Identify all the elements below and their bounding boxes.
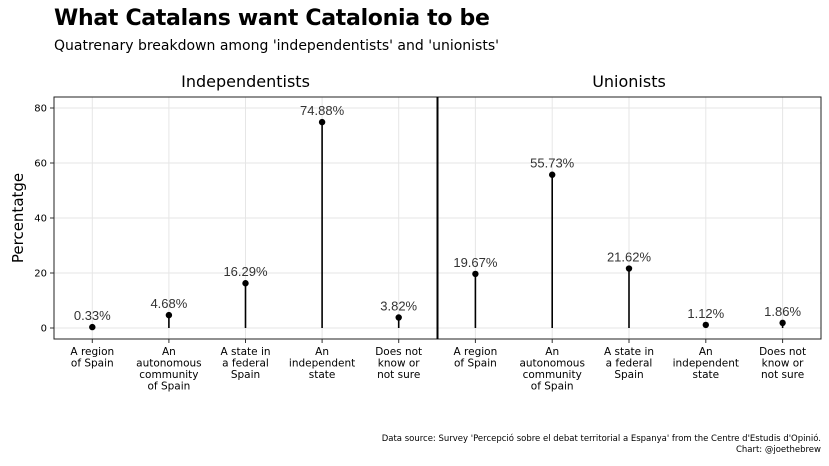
- x-tick-label: An autonomous community of Spain: [136, 346, 202, 393]
- x-tick-label: A region of Spain: [454, 346, 498, 370]
- lollipop-point: [395, 314, 402, 321]
- data-label: 4.68%: [150, 296, 187, 311]
- lollipop-point: [625, 265, 633, 272]
- y-tick-label: 0: [41, 324, 47, 335]
- data-label: 3.82%: [380, 298, 417, 313]
- x-tick-label: A state in a federal Spain: [220, 346, 270, 381]
- lollipop-point: [318, 118, 326, 126]
- y-tick-label: 80: [34, 104, 47, 115]
- data-label: 1.12%: [687, 306, 724, 321]
- lollipop-point: [779, 319, 786, 327]
- data-label: 1.86%: [764, 304, 801, 319]
- y-tick-label: 40: [34, 214, 47, 225]
- lollipop-point: [549, 171, 556, 178]
- x-tick-label: A state in a federal Spain: [604, 346, 654, 381]
- data-label: 55.73%: [530, 156, 575, 171]
- caption-source: Data source: Survey 'Percepció sobre el …: [381, 434, 821, 444]
- data-label: 16.29%: [223, 264, 268, 279]
- lollipop-point: [89, 323, 96, 331]
- data-label: 74.88%: [300, 103, 345, 118]
- x-tick-label: An independent state: [289, 346, 355, 381]
- lollipop-point: [165, 311, 173, 319]
- caption-credit: Chart: @joethebrew: [735, 445, 821, 455]
- lollipop-point: [702, 321, 709, 329]
- y-tick-label: 60: [34, 159, 47, 170]
- data-label: 19.67%: [453, 255, 498, 270]
- data-label: 0.33%: [74, 308, 111, 323]
- data-label: 21.62%: [607, 250, 652, 265]
- y-axis-title: Percentatge: [9, 173, 27, 263]
- chart-subtitle: Quatrenary breakdown among 'independenti…: [54, 38, 499, 54]
- x-tick-label: Does not know or not sure: [759, 346, 806, 381]
- panel-title: Unionists: [592, 72, 666, 91]
- x-tick-label: Does not know or not sure: [375, 346, 422, 381]
- x-tick-label: A region of Spain: [70, 346, 114, 370]
- y-tick-label: 20: [34, 269, 47, 280]
- chart-caption: Data source: Survey 'Percepció sobre el …: [382, 434, 821, 456]
- lollipop-point: [472, 270, 479, 278]
- chart-title: What Catalans want Catalonia to be: [54, 6, 490, 31]
- panel-title: Independentists: [181, 72, 310, 91]
- lollipop-point: [242, 280, 249, 287]
- x-tick-label: An autonomous community of Spain: [519, 346, 585, 393]
- x-tick-label: An independent state: [673, 346, 739, 381]
